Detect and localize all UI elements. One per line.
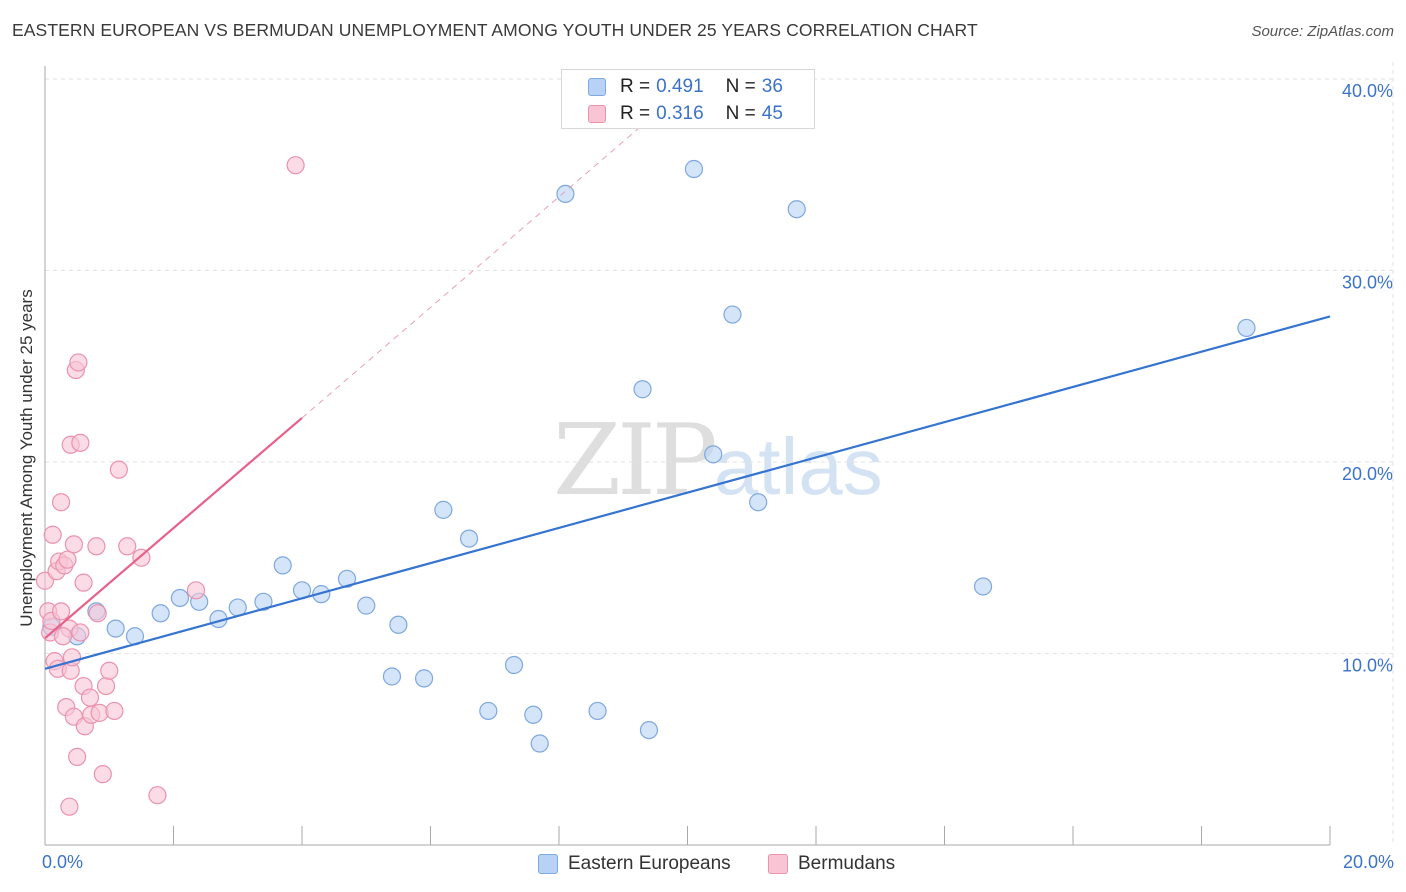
eastern-european-point — [254, 592, 273, 611]
eastern-european-point — [479, 701, 498, 721]
legend-n-label: N = — [725, 103, 756, 124]
legend-swatch-bermudans — [588, 105, 606, 123]
bermudan-point — [109, 460, 128, 479]
bermudan-point — [132, 548, 151, 567]
eastern-european-point — [414, 669, 434, 688]
eastern-european-point — [588, 701, 607, 721]
eastern-european-point — [106, 619, 125, 638]
legend-r-value: 0.491 — [656, 76, 704, 97]
legend-r-label: R = — [620, 103, 651, 124]
eastern-european-point — [973, 577, 993, 596]
legend-label-eastern-europeans: Eastern Europeans — [568, 853, 731, 874]
legend-swatch-eastern-europeans — [588, 78, 606, 96]
eastern-european-point — [434, 500, 453, 519]
bermudan-point — [53, 627, 73, 646]
legend-row-bermudans: R = 0.316 N = 45 — [588, 103, 783, 125]
correlation-legend: R = 0.491 N = 36 R = 0.316 N = 45 — [561, 69, 815, 129]
eastern-european-point — [639, 720, 659, 740]
eastern-european-point — [337, 569, 357, 588]
bermudan-point — [74, 573, 93, 592]
eastern-european-point — [504, 655, 524, 675]
bermudan-point — [105, 701, 124, 721]
y-tick-label: 20.0% — [1342, 464, 1393, 484]
bermudan-point — [286, 156, 305, 175]
bermudan-point — [88, 604, 107, 623]
eastern-european-point — [459, 529, 479, 548]
eastern-european-point — [787, 200, 806, 219]
eastern-european-point — [723, 305, 742, 324]
bermudan-point — [51, 493, 71, 512]
legend-r-label: R = — [620, 76, 651, 97]
bermudan-point — [71, 433, 90, 452]
y-tick-label: 40.0% — [1342, 81, 1393, 101]
bermudan-point — [69, 353, 88, 372]
eastern-european-point — [684, 159, 704, 179]
bermudan-point — [68, 747, 87, 767]
bermudan-point — [118, 537, 137, 556]
eastern-european-point — [389, 615, 408, 634]
bermudan-point — [93, 765, 112, 784]
bermudan-point — [87, 537, 106, 556]
eastern-european-point — [357, 596, 376, 615]
bermudan-point-trend-extension — [301, 124, 643, 419]
bottom-legend-eastern-europeans[interactable]: Eastern Europeans — [538, 852, 731, 876]
bermudan-point — [96, 676, 116, 696]
watermark-atlas: atlas — [713, 422, 883, 511]
eastern-european-point — [151, 604, 170, 623]
bermudan-point — [148, 786, 167, 805]
bermudan-point — [43, 525, 62, 544]
eastern-european-point — [524, 705, 543, 724]
eastern-european-point — [1237, 318, 1256, 338]
eastern-european-point — [633, 380, 652, 399]
bermudan-point — [71, 623, 90, 642]
eastern-european-point — [704, 445, 723, 464]
legend-swatch-eastern-europeans — [538, 854, 558, 874]
legend-label-bermudans: Bermudans — [798, 853, 896, 874]
eastern-european-point — [170, 588, 190, 608]
bermudan-point — [100, 661, 119, 680]
y-tick-label: 30.0% — [1342, 273, 1393, 293]
bermudan-point — [51, 602, 71, 621]
eastern-european-point — [273, 556, 292, 575]
x-tick-label-min: 0.0% — [42, 852, 84, 872]
bottom-legend-bermudans[interactable]: Bermudans — [768, 852, 895, 876]
legend-n-value: 45 — [761, 103, 783, 124]
bermudan-point — [186, 581, 206, 600]
legend-n-label: N = — [725, 76, 756, 97]
legend-n-value: 36 — [761, 76, 783, 97]
bermudan-point — [80, 688, 100, 707]
legend-r-value: 0.316 — [656, 103, 704, 124]
x-tick-label-max: 20.0% — [1342, 852, 1394, 872]
eastern-european-point — [749, 493, 768, 512]
watermark-zip: ZIP — [553, 404, 718, 518]
bermudans-trend-line — [44, 417, 303, 640]
bermudan-point — [64, 535, 84, 554]
y-tick-label: 10.0% — [1342, 656, 1393, 676]
chart-title: EASTERN EUROPEAN VS BERMUDAN UNEMPLOYMEN… — [12, 20, 978, 40]
watermark: ZIPatlas — [553, 404, 883, 518]
source-credit: Source: ZipAtlas.com — [1251, 23, 1394, 40]
legend-row-eastern-europeans: R = 0.491 N = 36 — [588, 76, 783, 98]
legend-swatch-bermudans — [768, 854, 788, 874]
bermudan-point — [58, 550, 77, 569]
eastern-european-point — [382, 667, 402, 686]
eastern-european-point — [530, 734, 549, 753]
bermudan-point — [60, 797, 79, 816]
eastern-europeans-trend-line — [44, 315, 1331, 670]
eastern-european-point — [556, 184, 575, 203]
